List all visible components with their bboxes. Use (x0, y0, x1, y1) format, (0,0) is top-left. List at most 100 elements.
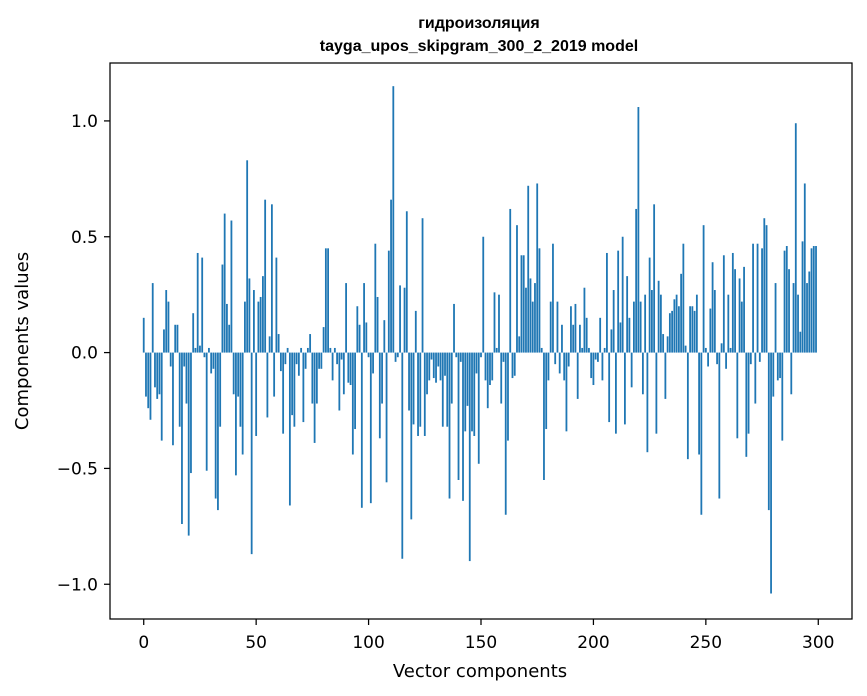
bar-299 (815, 246, 817, 353)
bar-217 (630, 352, 633, 388)
bar-32 (214, 352, 217, 499)
bar-35 (221, 264, 224, 353)
bar-273 (756, 243, 759, 353)
bar-262 (731, 252, 734, 353)
bar-96 (358, 324, 361, 353)
bar-183 (554, 352, 557, 365)
bar-202 (597, 352, 599, 362)
bar-75 (311, 352, 314, 404)
bar-128 (430, 352, 433, 360)
bar-68 (295, 352, 298, 365)
bar-102 (372, 352, 374, 374)
bar-49 (253, 290, 255, 353)
bar-192 (574, 303, 577, 353)
bar-77 (315, 352, 318, 404)
bar-132 (439, 352, 442, 381)
bar-105 (378, 352, 381, 439)
bar-269 (747, 352, 750, 434)
bar-56 (268, 336, 271, 353)
bar-100 (367, 352, 370, 358)
bar-37 (226, 303, 228, 353)
bar-78 (318, 352, 321, 369)
y-axis-ticks: −1.0 −0.5 0.0 0.5 1.0 (57, 112, 110, 595)
bar-39 (230, 220, 233, 353)
bar-151 (482, 236, 485, 353)
bar-42 (237, 352, 240, 397)
bar-1 (145, 352, 147, 397)
x-tick-label: 200 (577, 633, 609, 653)
bar-48 (250, 352, 253, 555)
bar-20 (187, 352, 190, 536)
bar-72 (304, 352, 307, 369)
bar-53 (262, 276, 264, 353)
bar-12 (169, 352, 172, 367)
bar-88 (340, 352, 343, 360)
bar-242 (686, 352, 689, 460)
bar-2 (147, 352, 150, 409)
bar-6 (156, 352, 159, 399)
bar-170 (525, 287, 527, 353)
bar-34 (219, 352, 222, 427)
bar-19 (185, 352, 188, 404)
bar-121 (414, 310, 417, 353)
bar-212 (619, 322, 622, 353)
bar-213 (621, 236, 624, 353)
bar-185 (558, 352, 561, 374)
bar-228 (655, 352, 658, 434)
bar-251 (707, 352, 709, 367)
bar-211 (617, 250, 620, 353)
bar-182 (552, 243, 554, 353)
bar-252 (709, 308, 712, 353)
bar-243 (689, 306, 692, 353)
bar-219 (635, 208, 638, 353)
bar-188 (565, 352, 568, 432)
bar-143 (464, 352, 467, 432)
bar-93 (351, 352, 354, 455)
bar-214 (624, 352, 626, 425)
bar-52 (259, 296, 262, 353)
bar-173 (531, 301, 534, 353)
bar-17 (181, 352, 183, 525)
bar-254 (713, 290, 716, 353)
bar-144 (466, 352, 469, 406)
bar-175 (536, 183, 539, 353)
bar-122 (417, 352, 419, 436)
bar-255 (716, 352, 718, 365)
bar-103 (374, 243, 377, 353)
bar-8 (160, 352, 163, 441)
bar-280 (772, 352, 775, 397)
bar-224 (646, 352, 649, 453)
x-axis-label: Vector components (393, 661, 567, 682)
bar-178 (543, 352, 545, 480)
bar-65 (288, 352, 291, 506)
bar-89 (342, 352, 345, 395)
bar-104 (376, 296, 379, 353)
bar-195 (581, 347, 584, 353)
bar-162 (507, 352, 509, 441)
bar-274 (758, 352, 761, 362)
bar-135 (446, 352, 449, 427)
y-tick-label: 0.0 (71, 344, 98, 364)
bar-59 (275, 257, 278, 353)
bar-218 (633, 301, 635, 353)
bar-116 (403, 287, 406, 353)
bar-259 (725, 352, 727, 369)
bar-81 (324, 248, 327, 353)
bar-177 (540, 347, 543, 353)
bar-123 (419, 352, 422, 427)
bar-90 (345, 283, 347, 353)
bar-227 (653, 204, 656, 353)
bar-67 (293, 352, 296, 427)
bar-4 (151, 283, 154, 353)
bar-181 (549, 301, 552, 353)
bar-150 (480, 352, 482, 358)
chart-title: гидроизоляция (418, 15, 539, 32)
bar-293 (801, 241, 804, 353)
bar-268 (745, 352, 748, 457)
bar-152 (484, 352, 487, 381)
x-tick-label: 0 (138, 633, 149, 653)
bar-148 (475, 352, 478, 374)
bar-3 (149, 352, 152, 420)
y-tick-label: −1.0 (57, 575, 98, 595)
